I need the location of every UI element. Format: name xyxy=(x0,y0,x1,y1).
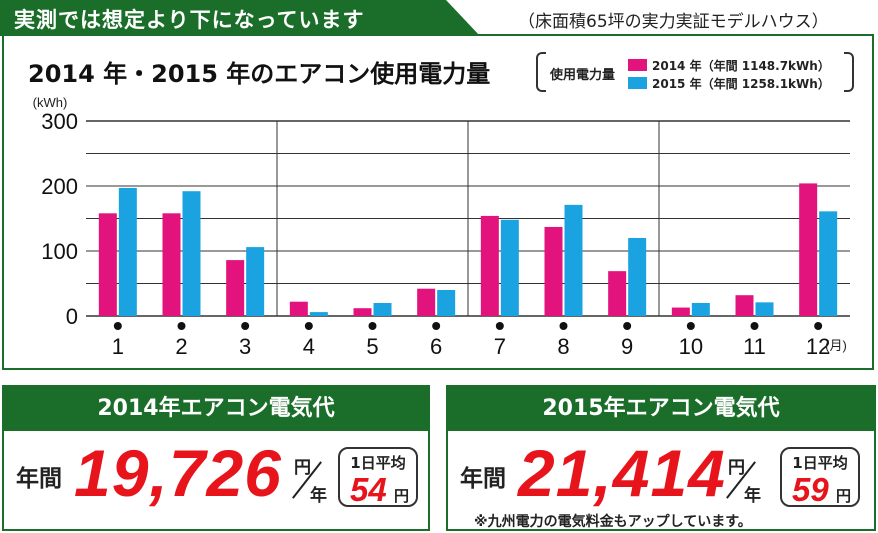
bar-2015 xyxy=(182,191,201,316)
legend-swatch-2015 xyxy=(628,77,647,89)
x-tick-label: 2 xyxy=(175,334,187,359)
bar-2015 xyxy=(819,211,838,316)
month-dot xyxy=(623,322,632,330)
header-tab-text: 実測では想定より下になっています xyxy=(14,8,365,32)
bar-2014 xyxy=(162,213,181,316)
legend-item-2014: 2014 年（年間 1148.7kWh） xyxy=(628,57,830,74)
bar-2015 xyxy=(118,187,137,316)
bar-2014 xyxy=(289,301,308,316)
x-tick-label: 12 xyxy=(806,334,830,359)
bar-2015 xyxy=(628,238,647,316)
bar-2014 xyxy=(353,308,372,316)
legend-swatch-2014 xyxy=(628,59,647,71)
bar-2014 xyxy=(417,288,436,316)
panel-2015-unit-yen: 円 xyxy=(728,458,745,478)
x-tick-label: 5 xyxy=(366,334,378,359)
x-tick-label: 11 xyxy=(743,334,766,359)
bar-2014 xyxy=(544,226,563,316)
panel-2014-avg-label: 1日平均 xyxy=(350,454,406,472)
bar-2014 xyxy=(799,183,818,316)
panel-2014-title: 2014年エアコン電気代 xyxy=(4,387,428,431)
panel-2015-avg-label: 1日平均 xyxy=(792,454,848,472)
bar-2015 xyxy=(437,290,456,316)
bar-2015 xyxy=(309,312,328,316)
panel-2015-avg-unit: 円 xyxy=(836,487,852,505)
x-tick-label: 3 xyxy=(239,334,251,359)
panel-2014-unit-year: 年 xyxy=(310,486,327,506)
bar-2015 xyxy=(755,302,774,316)
bar-2015 xyxy=(373,303,392,316)
panel-2015-unit-year: 年 xyxy=(744,486,761,506)
legend-bracket-left xyxy=(536,52,546,92)
bar-2015 xyxy=(500,219,519,316)
x-tick-label: 1 xyxy=(112,334,124,359)
panel-2014-amount: 19,726 xyxy=(74,436,282,510)
month-dot xyxy=(814,322,823,330)
month-dot xyxy=(495,322,504,330)
panel-2015-avg-box: 1日平均 59 円 xyxy=(780,447,860,508)
x-tick-label: 9 xyxy=(621,334,633,359)
x-tick-label: 7 xyxy=(494,334,506,359)
month-dot xyxy=(241,322,250,330)
bar-2014 xyxy=(98,213,117,316)
bar-2015 xyxy=(564,204,583,316)
legend-label-2015: 2015 年（年間 1258.1kWh） xyxy=(652,77,830,91)
y-tick-label: 300 xyxy=(41,109,78,134)
x-tick-label: 4 xyxy=(303,334,315,359)
bar-2014 xyxy=(480,215,499,316)
month-dot xyxy=(177,322,186,330)
header-note: （床面積65坪の実力実証モデルハウス） xyxy=(518,12,829,32)
bar-2014 xyxy=(735,295,754,316)
y-tick-label: 200 xyxy=(41,174,78,199)
panel-2014: 2014年エアコン電気代 年間 19,726 円 年 1日平均 54 円 xyxy=(2,385,430,531)
legend-title: 使用電力量 xyxy=(550,68,616,83)
x-axis-unit: (月) xyxy=(825,338,847,353)
month-dot xyxy=(432,322,441,330)
legend: 使用電力量 2014 年（年間 1148.7kWh） 2015 年（年間 125… xyxy=(536,52,854,94)
bar-2015 xyxy=(691,303,710,316)
bar-2015 xyxy=(246,247,265,316)
panel-2015-title: 2015年エアコン電気代 xyxy=(448,387,874,431)
month-dot xyxy=(750,322,759,330)
y-tick-label: 0 xyxy=(66,304,78,329)
month-dot xyxy=(304,322,313,330)
panel-2014-year-label: 年間 xyxy=(16,466,62,492)
y-axis-label: (kWh) xyxy=(33,95,68,110)
panel-2015: 2015年エアコン電気代 年間 21,414 円 年 1日平均 59 円 ※九州… xyxy=(446,385,876,531)
y-tick-label: 100 xyxy=(41,239,78,264)
legend-label-2014: 2014 年（年間 1148.7kWh） xyxy=(652,59,830,73)
header-tab: 実測では想定より下になっています xyxy=(0,0,480,36)
panel-2014-avg-value: 54 xyxy=(350,471,387,508)
bar-2014 xyxy=(226,260,245,316)
panel-2014-avg-unit: 円 xyxy=(394,487,410,505)
panel-2015-avg-value: 59 xyxy=(792,471,829,508)
bar-2014 xyxy=(608,271,627,316)
x-tick-label: 6 xyxy=(430,334,442,359)
panel-2015-year-label: 年間 xyxy=(460,466,506,492)
month-dot xyxy=(559,322,568,330)
panel-2015-amount: 21,414 xyxy=(518,436,726,510)
legend-item-2015: 2015 年（年間 1258.1kWh） xyxy=(628,75,830,92)
x-tick-label: 8 xyxy=(557,334,569,359)
chart-title: 2014 年・2015 年のエアコン使用電力量 xyxy=(28,60,491,88)
panel-2014-avg-box: 1日平均 54 円 xyxy=(338,447,418,508)
bar-2014 xyxy=(671,307,690,316)
legend-bracket-right xyxy=(844,52,854,92)
x-tick-label: 10 xyxy=(679,334,703,359)
month-dot xyxy=(686,322,695,330)
header-tab-shape xyxy=(0,0,480,36)
panel-2015-footnote: ※九州電力の電気料金もアップしています。 xyxy=(474,514,752,530)
month-dot xyxy=(113,322,122,330)
month-dot xyxy=(368,322,377,330)
panel-2014-unit-yen: 円 xyxy=(294,458,311,478)
